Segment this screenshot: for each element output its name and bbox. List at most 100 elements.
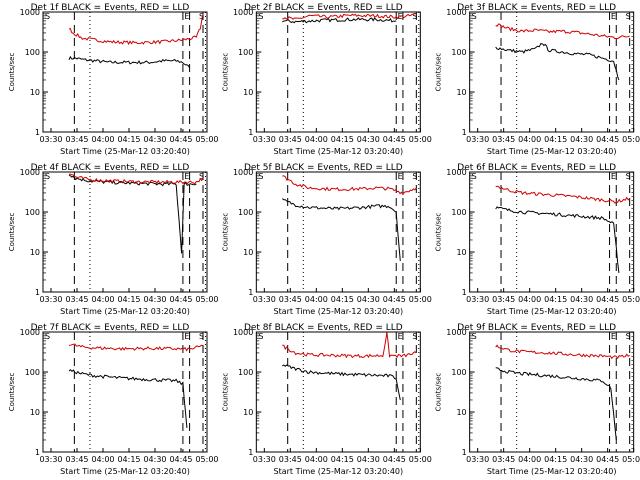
x-tick-label: 04:30 — [357, 135, 380, 144]
series-lld-line — [282, 175, 417, 196]
y-tick-label: 100 — [25, 48, 40, 57]
x-tick-label: 04:30 — [143, 295, 166, 304]
y-tick-label: 1000 — [20, 168, 40, 177]
x-tick-label: 04:30 — [357, 295, 380, 304]
marker-label: S — [258, 332, 263, 341]
plot-frame — [42, 331, 208, 453]
x-tick-label: 05:00 — [195, 295, 218, 304]
x-tick-label: 05:00 — [409, 135, 432, 144]
series-lld-line — [495, 23, 630, 40]
series-lld-line — [68, 343, 204, 352]
y-axis-label: Counts/sec — [8, 53, 16, 92]
x-tick-label: 04:45 — [383, 135, 406, 144]
x-tick-label: 03:30 — [253, 295, 276, 304]
y-tick-label: 1000 — [233, 8, 253, 17]
x-tick-label: 03:45 — [279, 295, 302, 304]
marker-label: E — [184, 12, 189, 21]
marker-label: S — [472, 332, 477, 341]
y-tick-label: 100 — [238, 368, 253, 377]
y-tick-label: 1000 — [446, 168, 466, 177]
y-tick-label: 1000 — [20, 328, 40, 337]
x-tick-label: 03:45 — [65, 295, 88, 304]
x-axis-label: Start Time (25-Mar-12 03:20:40) — [274, 307, 404, 316]
plot-frame — [42, 11, 208, 133]
x-tick-label: 04:45 — [596, 455, 619, 464]
marker-label: S — [45, 332, 50, 341]
series-lld-line — [282, 332, 417, 359]
series-lld-line — [495, 185, 631, 204]
plot-frame — [469, 11, 635, 133]
x-tick-label: 04:00 — [91, 455, 114, 464]
x-tick-label: 03:45 — [492, 295, 515, 304]
y-tick-label: 10 — [243, 248, 253, 257]
x-tick-label: 03:30 — [253, 455, 276, 464]
marker-label: E — [398, 172, 403, 181]
y-tick-label: 10 — [243, 408, 253, 417]
x-axis-label: Start Time (25-Mar-12 03:20:40) — [487, 307, 617, 316]
marker-label: S — [45, 172, 50, 181]
marker-label: S — [626, 332, 631, 341]
x-tick-label: 04:30 — [143, 455, 166, 464]
y-tick-label: 10 — [243, 88, 253, 97]
y-axis-label: Counts/sec — [221, 213, 229, 252]
y-tick-label: 1 — [35, 128, 40, 137]
x-tick-label: 03:30 — [39, 455, 62, 464]
series-lld-line — [68, 13, 204, 46]
y-tick-label: 10 — [456, 408, 466, 417]
y-axis-label: Counts/sec — [8, 373, 16, 412]
series-events-line — [282, 17, 397, 24]
y-tick-label: 100 — [25, 368, 40, 377]
x-tick-label: 04:30 — [357, 455, 380, 464]
x-tick-label: 03:30 — [466, 295, 489, 304]
panel-title: Det 6f BLACK = Events, RED = LLD — [457, 163, 616, 173]
x-tick-label: 05:00 — [195, 455, 218, 464]
panel-title: Det 8f BLACK = Events, RED = LLD — [244, 323, 403, 333]
series-events-line — [495, 43, 620, 81]
x-tick-label: 03:30 — [39, 135, 62, 144]
y-tick-label: 1 — [248, 128, 253, 137]
x-axis-label: Start Time (25-Mar-12 03:20:40) — [60, 307, 190, 316]
series-lld-line — [68, 173, 204, 185]
panel-7: Det 7f BLACK = Events, RED = LLD 1 10 100 10… — [8, 323, 219, 476]
x-tick-label: 03:45 — [279, 455, 302, 464]
marker-label: S — [45, 12, 50, 21]
plot-frame — [469, 171, 635, 293]
panel-3: Det 3f BLACK = Events, RED = LLD 1 10 100 10… — [435, 3, 640, 156]
x-tick-label: 05:00 — [622, 295, 640, 304]
plot-frame — [255, 11, 421, 133]
x-tick-label: 04:45 — [596, 135, 619, 144]
y-axis-label: Counts/sec — [435, 373, 443, 412]
panel-4: Det 4f BLACK = Events, RED = LLD 1 10 100 10… — [8, 163, 219, 316]
x-tick-label: 03:30 — [466, 135, 489, 144]
y-tick-label: 1000 — [233, 168, 253, 177]
x-tick-label: 04:30 — [570, 135, 593, 144]
plot-frame — [255, 171, 421, 293]
y-tick-label: 1 — [462, 128, 467, 137]
x-tick-label: 04:15 — [544, 455, 567, 464]
y-axis-label: Counts/sec — [221, 373, 229, 412]
y-tick-label: 1 — [462, 288, 467, 297]
y-tick-label: 10 — [30, 408, 40, 417]
marker-label: S — [626, 12, 631, 21]
y-tick-label: 1000 — [446, 8, 466, 17]
x-axis-label: Start Time (25-Mar-12 03:20:40) — [60, 467, 190, 476]
marker-label: E — [184, 172, 189, 181]
y-axis-label: Counts/sec — [435, 53, 443, 92]
y-tick-label: 100 — [451, 48, 466, 57]
x-tick-label: 05:00 — [409, 455, 432, 464]
x-tick-label: 03:30 — [39, 295, 62, 304]
x-tick-label: 04:45 — [596, 295, 619, 304]
x-tick-label: 04:00 — [91, 135, 114, 144]
x-tick-label: 04:15 — [331, 455, 354, 464]
marker-label: S — [472, 172, 477, 181]
y-tick-label: 1000 — [233, 328, 253, 337]
x-tick-label: 03:45 — [279, 135, 302, 144]
x-tick-label: 04:00 — [305, 135, 328, 144]
x-tick-label: 04:00 — [305, 295, 328, 304]
x-tick-label: 04:15 — [331, 295, 354, 304]
marker-label: S — [412, 12, 417, 21]
marker-label: S — [258, 172, 263, 181]
marker-label: S — [199, 12, 204, 21]
x-tick-label: 04:45 — [383, 455, 406, 464]
x-tick-label: 04:45 — [169, 295, 192, 304]
